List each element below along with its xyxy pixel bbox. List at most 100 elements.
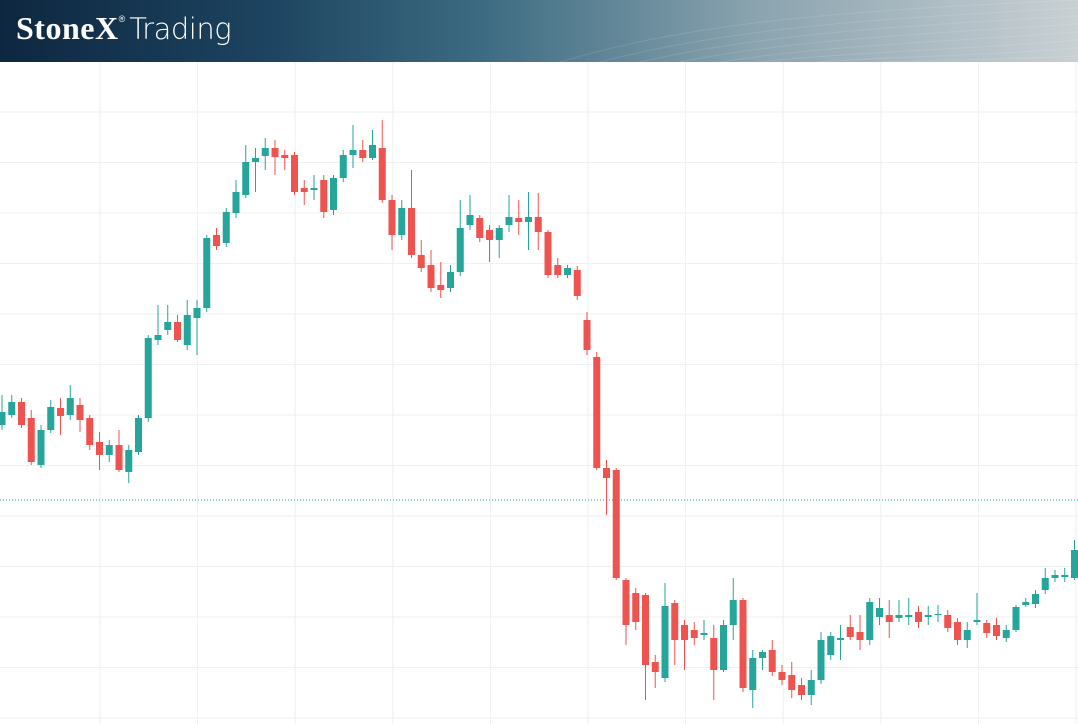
candle-body bbox=[632, 593, 640, 622]
candle-body bbox=[144, 338, 152, 418]
candle-body bbox=[1002, 630, 1010, 638]
candle-body bbox=[1012, 607, 1020, 630]
candle-body bbox=[291, 155, 298, 192]
product-name: Trading bbox=[129, 12, 232, 46]
candle-body bbox=[1051, 575, 1059, 578]
candle-body bbox=[661, 606, 669, 678]
candle-body bbox=[66, 398, 74, 415]
candle-body bbox=[564, 268, 571, 275]
candle-body bbox=[954, 622, 961, 640]
candle-body bbox=[817, 640, 825, 680]
candle-body bbox=[57, 408, 64, 416]
candle-body bbox=[232, 192, 240, 213]
candle-body bbox=[135, 418, 142, 452]
candle-body bbox=[768, 650, 776, 672]
candle-body bbox=[115, 445, 123, 470]
candle-body bbox=[905, 615, 913, 617]
candle-body bbox=[427, 265, 435, 288]
candle-body bbox=[720, 625, 727, 670]
candle-body bbox=[885, 615, 893, 622]
candle-body bbox=[476, 218, 484, 238]
candle-body bbox=[515, 218, 523, 222]
candle-body bbox=[164, 322, 172, 330]
candle-body bbox=[408, 208, 415, 255]
candle-body bbox=[486, 230, 493, 240]
candle-body bbox=[710, 638, 718, 670]
candle-body bbox=[505, 217, 513, 225]
candle-body bbox=[222, 212, 230, 243]
candle-body bbox=[378, 148, 386, 200]
candle-body bbox=[525, 217, 532, 222]
brand-mark: ® bbox=[118, 14, 126, 24]
candle-body bbox=[47, 407, 55, 430]
candle-body bbox=[983, 623, 991, 633]
candle-body bbox=[788, 675, 796, 690]
candle-body bbox=[242, 162, 250, 195]
candle-body bbox=[447, 272, 454, 288]
candle-body bbox=[681, 625, 688, 640]
candle-body bbox=[388, 200, 396, 235]
candle-body bbox=[310, 188, 318, 190]
candle-body bbox=[837, 638, 844, 640]
candle-body bbox=[642, 595, 649, 665]
candle-body bbox=[203, 238, 211, 308]
candle-body bbox=[359, 150, 367, 158]
candle-body bbox=[807, 680, 815, 695]
candle-body bbox=[466, 215, 474, 225]
candle-body bbox=[846, 627, 854, 637]
candle-body bbox=[8, 402, 16, 415]
candle-body bbox=[330, 178, 337, 210]
candle-body bbox=[105, 445, 113, 455]
candle-body bbox=[27, 418, 35, 462]
candle-body bbox=[417, 255, 425, 268]
candle-body bbox=[1041, 578, 1049, 590]
candle-body bbox=[1061, 575, 1069, 577]
candle-body bbox=[993, 625, 1000, 636]
candle-body bbox=[671, 603, 679, 640]
candle-body bbox=[739, 600, 747, 688]
candle-body bbox=[398, 208, 406, 235]
candle-body bbox=[271, 148, 279, 157]
candle-body bbox=[76, 405, 84, 420]
candle-body bbox=[729, 600, 737, 625]
header-pattern bbox=[559, 0, 1078, 62]
candle-body bbox=[154, 335, 162, 340]
candle-body bbox=[1071, 550, 1078, 578]
candle-body bbox=[281, 155, 289, 158]
candle-body bbox=[554, 265, 562, 275]
candle-body bbox=[934, 614, 942, 615]
candle-body bbox=[612, 470, 620, 578]
candle-body bbox=[369, 145, 376, 158]
candle-body bbox=[544, 232, 552, 275]
candle-body bbox=[193, 308, 201, 318]
candle-body bbox=[583, 320, 591, 350]
candle-body bbox=[320, 180, 328, 212]
candle-body bbox=[973, 620, 981, 622]
candle-body bbox=[349, 150, 357, 155]
candle-body bbox=[18, 402, 25, 425]
candle-body bbox=[856, 632, 864, 640]
candle-body bbox=[339, 155, 347, 178]
brand-name: StoneX bbox=[16, 10, 119, 46]
candle-body bbox=[690, 630, 698, 638]
candle-body bbox=[593, 357, 601, 468]
candle-body bbox=[213, 235, 220, 246]
candle-body bbox=[749, 658, 757, 690]
candle-body bbox=[651, 662, 659, 672]
candle-body bbox=[876, 608, 883, 617]
header: StoneX® Trading bbox=[0, 0, 1078, 62]
candle-body bbox=[895, 615, 903, 618]
candle-body bbox=[1022, 602, 1030, 605]
candle-body bbox=[96, 442, 103, 455]
candle-body bbox=[778, 672, 786, 680]
candle-body bbox=[86, 418, 94, 445]
candle-body bbox=[437, 285, 445, 290]
candle-body bbox=[1032, 594, 1039, 604]
candle-body bbox=[183, 315, 191, 345]
candle-body bbox=[300, 188, 308, 192]
candle-body bbox=[963, 630, 971, 640]
candle-body bbox=[603, 468, 610, 478]
candle-body bbox=[534, 217, 542, 232]
